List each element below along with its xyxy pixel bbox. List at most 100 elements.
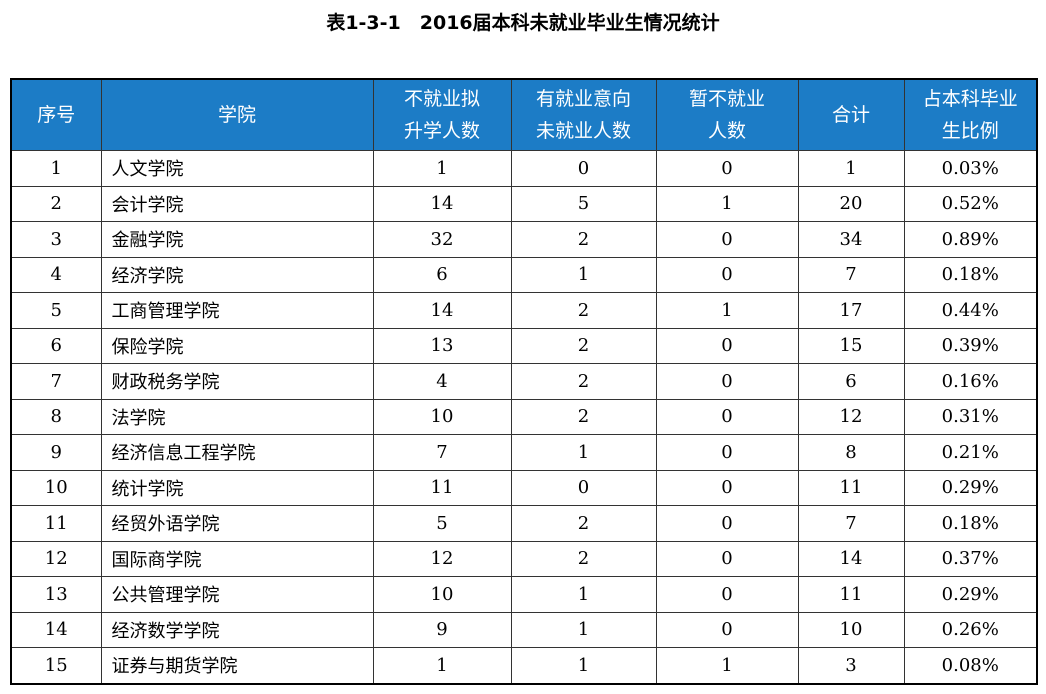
table-cell: 13 [372,327,512,364]
table-cell: 3 [10,221,102,258]
table-cell: 会计学院 [100,185,374,222]
table-cell: 0.31% [903,398,1038,435]
table-cell: 1 [655,185,799,222]
table-cell: 2 [10,185,102,222]
table-cell: 9 [10,434,102,471]
table-cell: 2 [510,221,657,258]
table-row: 15 证券与期货学院 1 1 1 3 0.08% [10,647,1038,684]
table-cell: 1 [510,256,657,293]
table-cell: 13 [10,576,102,613]
table-cell: 0.03% [903,150,1038,187]
table-cell: 财政税务学院 [100,363,374,400]
table-body: 1 人文学院 1 0 0 1 0.03% 2 会计学院 14 5 1 20 0.52% 3 金融学院 32 2 0 3… [10,150,1038,684]
table-cell: 0.52% [903,185,1038,222]
table-cell: 7 [10,363,102,400]
table-cell: 1 [372,647,512,684]
table-cell: 17 [797,292,905,329]
table-cell: 1 [372,150,512,187]
table-cell: 1 [10,150,102,187]
table-cell: 6 [10,327,102,364]
table-cell: 人文学院 [100,150,374,187]
table-cell: 15 [797,327,905,364]
table-row: 3 金融学院 32 2 0 34 0.89% [10,221,1038,258]
table-cell: 14 [372,185,512,222]
header-cell: 占本科毕业 生比例 [903,78,1038,151]
table-cell: 0.08% [903,647,1038,684]
table-cell: 法学院 [100,398,374,435]
table-cell: 8 [797,434,905,471]
table-cell: 7 [797,505,905,542]
table-cell: 1 [655,292,799,329]
table-cell: 0 [655,150,799,187]
table-cell: 5 [510,185,657,222]
table-cell: 11 [10,505,102,542]
table-cell: 0 [655,540,799,577]
table-cell: 公共管理学院 [100,576,374,613]
table-cell: 0.18% [903,505,1038,542]
table-cell: 0 [655,434,799,471]
table-cell: 经济信息工程学院 [100,434,374,471]
table-cell: 0 [655,576,799,613]
table-cell: 2 [510,327,657,364]
table-cell: 0.29% [903,469,1038,506]
table-cell: 金融学院 [100,221,374,258]
table-cell: 12 [797,398,905,435]
table-cell: 11 [372,469,512,506]
table-row: 11 经贸外语学院 5 2 0 7 0.18% [10,505,1038,542]
table-cell: 34 [797,221,905,258]
table-cell: 4 [372,363,512,400]
table-cell: 10 [372,398,512,435]
header-row: 序号 学院 不就业拟 升学人数 有就业意向 未就业人数 暂不就业 人数 合计 占本科毕业 生… [10,78,1038,151]
table-cell: 0 [655,221,799,258]
table-cell: 4 [10,256,102,293]
table-cell: 0.18% [903,256,1038,293]
table-cell: 0.89% [903,221,1038,258]
table-cell: 0 [655,256,799,293]
table-cell: 11 [797,469,905,506]
table-cell: 工商管理学院 [100,292,374,329]
data-table: 序号 学院 不就业拟 升学人数 有就业意向 未就业人数 暂不就业 人数 合计 占本科毕业 生… [10,78,1038,685]
table-cell: 0.44% [903,292,1038,329]
table-cell: 国际商学院 [100,540,374,577]
table-row: 10 统计学院 11 0 0 11 0.29% [10,469,1038,506]
table-cell: 1 [797,150,905,187]
table-title: 表1-3-1 2016届本科未就业毕业生情况统计 [326,12,720,34]
table-cell: 0.39% [903,327,1038,364]
table-cell: 10 [797,611,905,648]
table-cell: 0 [510,150,657,187]
table-cell: 5 [372,505,512,542]
table-cell: 0.16% [903,363,1038,400]
table-cell: 保险学院 [100,327,374,364]
table-cell: 1 [655,647,799,684]
table-cell: 2 [510,363,657,400]
table-cell: 0.21% [903,434,1038,471]
table-cell: 7 [372,434,512,471]
table-cell: 1 [510,647,657,684]
table-cell: 经贸外语学院 [100,505,374,542]
table-cell: 0 [655,469,799,506]
table-cell: 14 [10,611,102,648]
table-cell: 0 [655,505,799,542]
table-cell: 8 [10,398,102,435]
table-row: 5 工商管理学院 14 2 1 17 0.44% [10,292,1038,329]
table-cell: 经济学院 [100,256,374,293]
table-cell: 9 [372,611,512,648]
table-cell: 5 [10,292,102,329]
table-row: 9 经济信息工程学院 7 1 0 8 0.21% [10,434,1038,471]
table-cell: 7 [797,256,905,293]
table-cell: 12 [372,540,512,577]
table-row: 12 国际商学院 12 2 0 14 0.37% [10,540,1038,577]
table-cell: 0 [510,469,657,506]
table-cell: 2 [510,505,657,542]
table-cell: 经济数学学院 [100,611,374,648]
table-cell: 12 [10,540,102,577]
table-cell: 32 [372,221,512,258]
table-cell: 11 [797,576,905,613]
header-cell: 学院 [100,78,374,151]
table-cell: 0.26% [903,611,1038,648]
table-cell: 0 [655,398,799,435]
table-cell: 1 [510,576,657,613]
table-cell: 0.29% [903,576,1038,613]
table-cell: 6 [797,363,905,400]
